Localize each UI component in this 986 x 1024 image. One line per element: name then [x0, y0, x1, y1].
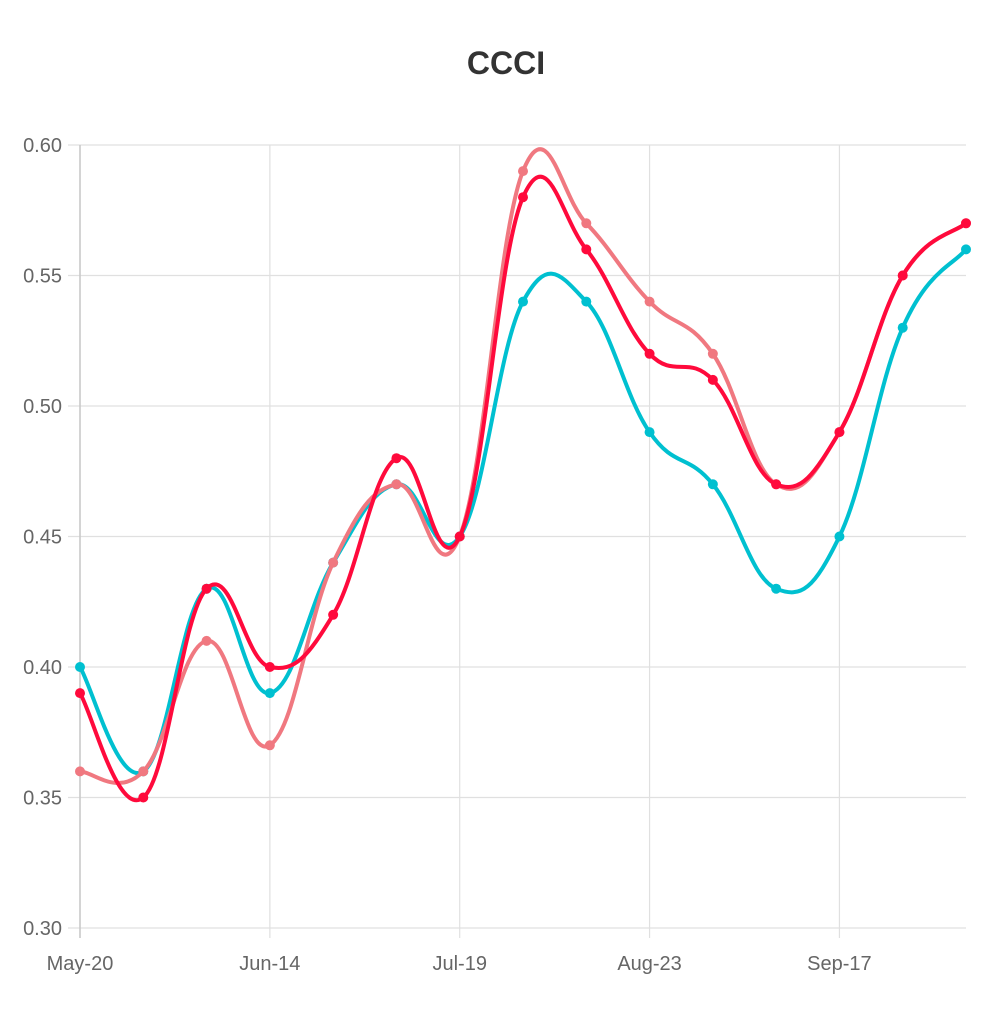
y-tick-label: 0.30	[23, 918, 62, 940]
series-1-line	[78, 247, 968, 775]
series-3-point	[328, 609, 339, 620]
series-2-line	[78, 147, 968, 785]
series-2-point	[707, 348, 718, 359]
series-3-point	[518, 192, 528, 203]
x-tick-label: Sep-17	[807, 953, 872, 975]
series-3-point	[75, 688, 85, 699]
axis-layer: 0.30 0.35 0.40 0.45 0.50 0.55 0.60 May-20 Jun-14…	[23, 135, 872, 975]
y-tick-label: 0.35	[23, 788, 62, 810]
series-2-point	[201, 635, 212, 646]
series-1	[75, 244, 971, 777]
series-3-line	[78, 174, 968, 803]
series-1-point	[961, 244, 971, 255]
series-2-point	[644, 296, 655, 307]
series-3-point	[771, 479, 782, 490]
series-1-point	[644, 427, 655, 438]
series-1-point	[581, 296, 592, 307]
series-2-point	[138, 766, 149, 777]
series-3-point	[264, 662, 275, 672]
series-2-point	[391, 479, 402, 490]
series-2-point	[518, 166, 528, 177]
series-3	[75, 174, 971, 803]
chart-title: CCCI	[467, 45, 545, 81]
series-3-point	[201, 583, 212, 594]
series-1-point	[75, 662, 85, 672]
series-2-point	[328, 557, 339, 568]
series-2	[75, 147, 971, 785]
series-3-point	[138, 792, 149, 803]
series-2-point	[264, 740, 275, 751]
y-tick-label: 0.40	[23, 657, 62, 679]
y-tick-label: 0.55	[23, 266, 62, 288]
series-3-point	[897, 270, 908, 281]
series-2-point	[581, 218, 592, 229]
y-tick-label: 0.50	[23, 396, 62, 418]
x-tick-label: May-20	[47, 953, 114, 975]
series-3-point	[391, 453, 402, 464]
series-layer	[75, 147, 971, 803]
series-3-point	[707, 374, 718, 385]
series-1-point	[834, 531, 845, 542]
series-1-point	[264, 688, 275, 699]
y-tick-label: 0.60	[23, 135, 62, 157]
series-2-point	[75, 766, 85, 777]
series-1-point	[897, 322, 908, 333]
x-tick-label: Aug-23	[617, 953, 682, 975]
series-3-point	[834, 427, 845, 438]
series-1-point	[707, 479, 718, 490]
y-tick-label: 0.45	[23, 527, 62, 549]
x-tick-label: Jun-14	[239, 953, 300, 975]
series-1-point	[518, 296, 528, 307]
series-3-point	[581, 244, 592, 255]
series-3-point	[454, 531, 465, 542]
x-tick-label: Jul-19	[432, 953, 486, 975]
grid-layer	[68, 144, 966, 938]
series-3-point	[961, 218, 971, 229]
series-3-point	[644, 348, 655, 359]
series-1-point	[771, 583, 782, 594]
